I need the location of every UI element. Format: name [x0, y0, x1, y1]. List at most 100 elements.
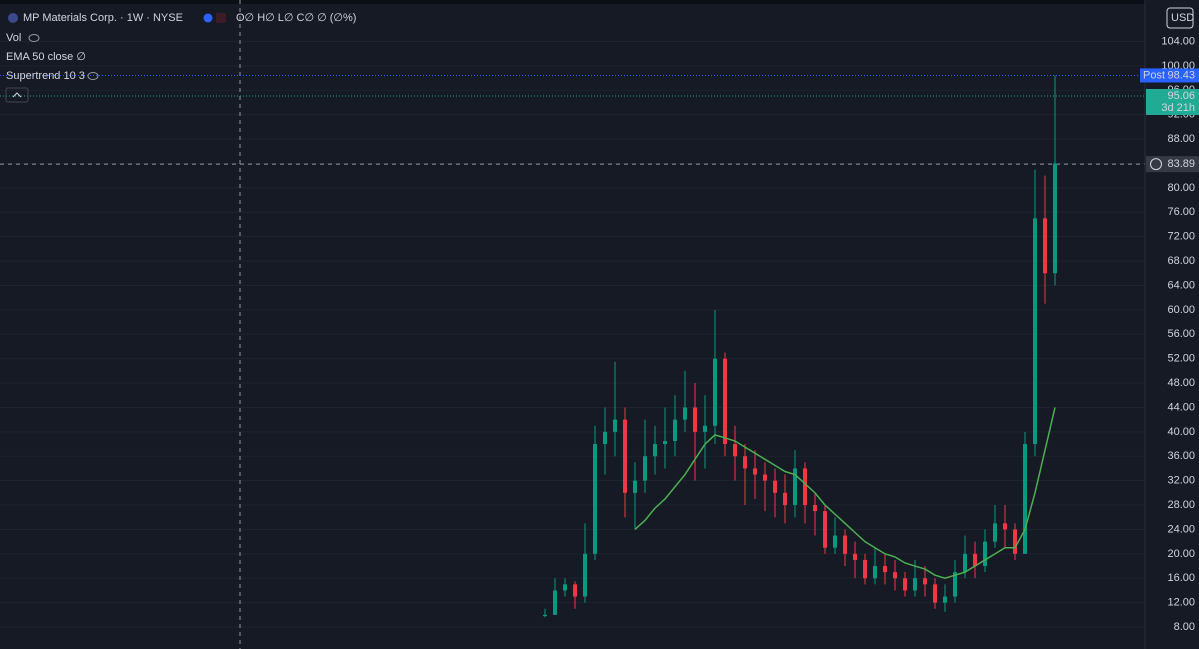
y-tick-label: 24.00	[1167, 523, 1195, 535]
candle-body	[613, 419, 617, 432]
y-tick-label: 56.00	[1167, 328, 1195, 340]
candle-body	[673, 419, 677, 442]
price-label-bg	[1146, 89, 1199, 116]
crosshair-label: 83.89	[1167, 158, 1195, 170]
candle-body	[573, 584, 577, 597]
candle-body	[543, 614, 547, 617]
candle-body	[733, 444, 737, 457]
y-tick-label: 32.00	[1167, 475, 1195, 487]
indicator-supertrend[interactable]: Supertrend 10 3	[6, 70, 85, 82]
price-label: 95.06	[1167, 90, 1195, 102]
candle-body	[903, 578, 907, 591]
candle-body	[623, 419, 627, 493]
candle-body	[723, 358, 727, 445]
collapse-button[interactable]	[5, 87, 29, 103]
candle-body	[803, 468, 807, 506]
price-label: 98.43	[1167, 69, 1195, 81]
y-tick-label: 20.00	[1167, 548, 1195, 560]
candle-body	[653, 444, 657, 457]
candle-body	[913, 578, 917, 591]
candle-body	[783, 492, 787, 506]
y-tick-label: 44.00	[1167, 401, 1195, 413]
y-tick-label: 48.00	[1167, 377, 1195, 389]
y-tick-label: 88.00	[1167, 133, 1195, 145]
y-tick-label: 72.00	[1167, 231, 1195, 243]
candle-body	[1003, 523, 1007, 530]
candle-body	[713, 358, 717, 426]
y-tick-label: 68.00	[1167, 255, 1195, 267]
candle-body	[883, 566, 887, 573]
candle-body	[973, 553, 977, 567]
top-bar	[0, 0, 1199, 4]
candle-body	[833, 535, 837, 548]
candle-body	[933, 584, 937, 603]
candle-body	[1013, 529, 1017, 554]
candle-body	[553, 590, 557, 615]
candle-body	[893, 572, 897, 579]
ema-line	[634, 407, 1056, 580]
candle-body	[983, 541, 987, 567]
candle-body	[763, 474, 767, 481]
axis-labels: 8.00 12.00 16.00 20.00 24.00 28.00 32.00 36.00 4…	[1140, 35, 1199, 633]
candle-body	[813, 505, 817, 512]
candle-body	[1053, 163, 1057, 274]
y-tick-label: 12.00	[1167, 597, 1195, 609]
candle-body	[583, 553, 587, 597]
candle-body	[853, 553, 857, 560]
hide-icon[interactable]	[28, 34, 40, 42]
status-icon[interactable]	[203, 13, 213, 23]
currency-button[interactable]	[1166, 7, 1194, 29]
candle-body	[993, 523, 997, 542]
hide-icon[interactable]	[87, 72, 99, 80]
candle-body	[693, 407, 697, 432]
candle-body	[663, 441, 667, 445]
indicator-vol[interactable]: Vol	[6, 32, 21, 44]
y-tick-label: 104.00	[1161, 35, 1195, 47]
y-tick-label: 16.00	[1167, 572, 1195, 584]
y-tick-label: 36.00	[1167, 450, 1195, 462]
grid	[0, 40, 1145, 628]
indicator-ema[interactable]: EMA 50 close ∅	[6, 51, 86, 63]
candle-body	[963, 553, 967, 573]
candle-body	[873, 566, 877, 579]
candle-body	[593, 444, 597, 554]
candle-body	[1033, 218, 1037, 445]
symbol-title: MP Materials Corp. · 1W · NYSE	[23, 12, 183, 24]
candle-body	[1023, 444, 1027, 554]
flag-icon[interactable]	[216, 13, 226, 23]
candle-body	[633, 480, 637, 493]
countdown: 3d 21h	[1161, 102, 1195, 114]
candle-body	[863, 559, 867, 579]
y-tick-label: 40.00	[1167, 426, 1195, 438]
y-tick-label: 52.00	[1167, 353, 1195, 365]
y-tick-label: 76.00	[1167, 206, 1195, 218]
candle-body	[603, 431, 607, 445]
candle-body	[1043, 218, 1047, 274]
candle-body	[753, 468, 757, 475]
candle-body	[823, 511, 827, 548]
candle-body	[943, 596, 947, 603]
currency[interactable]: USD	[1171, 12, 1194, 24]
price-label-tag	[1140, 68, 1166, 83]
price-label-name: Post	[1143, 69, 1165, 81]
symbol-icon	[8, 13, 18, 23]
y-tick-label: 64.00	[1167, 279, 1195, 291]
collapse-arrow	[12, 92, 22, 98]
candle-body	[563, 584, 567, 591]
candle-body	[843, 535, 847, 554]
y-tick-label: 60.00	[1167, 304, 1195, 316]
candle-body	[683, 407, 687, 420]
candle-body	[743, 456, 747, 469]
add-alert-button[interactable]	[1150, 158, 1162, 171]
plot	[0, 0, 1145, 649]
candle-body	[923, 578, 927, 585]
y-tick-label: 80.00	[1167, 182, 1195, 194]
y-tick-label: 28.00	[1167, 499, 1195, 511]
candle-body	[703, 425, 707, 432]
candle-body	[773, 480, 777, 493]
y-tick-label: 8.00	[1174, 621, 1195, 633]
candle-body	[953, 572, 957, 597]
